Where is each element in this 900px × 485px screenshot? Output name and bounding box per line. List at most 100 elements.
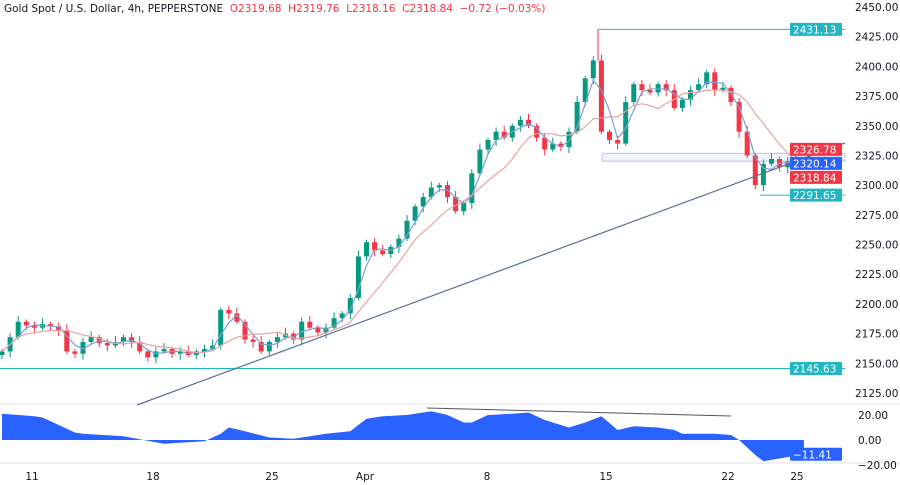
candle (752, 153, 758, 190)
candle-body (477, 149, 483, 174)
candle-body (0, 351, 5, 355)
candle-body (274, 337, 280, 342)
candle-body (769, 159, 774, 164)
candle (355, 250, 361, 301)
price-axis-tick: 2275.00 (855, 210, 898, 222)
candle (517, 115, 523, 132)
candle (145, 349, 151, 362)
candle-body (258, 341, 264, 352)
candle (380, 244, 386, 257)
candle (728, 85, 734, 107)
candle-body (639, 84, 645, 91)
symbol-name[interactable]: Gold Spot / U.S. Dollar, 4h, PEPPERSTONE (4, 3, 224, 15)
candle-body (48, 324, 54, 327)
candle (31, 321, 37, 334)
candle (469, 169, 475, 209)
candle-body (355, 256, 361, 298)
candle (250, 335, 256, 348)
candle-body (566, 131, 572, 148)
candle-body (372, 242, 378, 251)
candle-body (436, 185, 442, 188)
time-axis-tick: 18 (146, 471, 159, 483)
candle-body (404, 220, 410, 239)
high-value: H2319.76 (288, 3, 340, 15)
time-axis-tick: Apr (356, 471, 375, 483)
time-axis-tick: 25 (265, 471, 278, 483)
candle (40, 318, 45, 331)
candle-body (307, 321, 313, 328)
candle-body (469, 173, 475, 203)
candle (453, 191, 459, 214)
candle (663, 80, 669, 97)
candle (445, 180, 450, 203)
candle (323, 323, 329, 339)
candle-body (428, 187, 434, 198)
candle-body (574, 102, 580, 132)
price-axis-tick: 2225.00 (855, 269, 898, 281)
candle-body (234, 313, 240, 322)
candle-body (226, 309, 232, 314)
candle (485, 137, 491, 154)
candle (226, 305, 232, 320)
candle-body (485, 140, 491, 150)
candle (550, 137, 556, 152)
candle (210, 339, 216, 352)
candle-body (121, 337, 126, 342)
candle-body (688, 90, 693, 100)
candle (493, 127, 499, 146)
candle (736, 97, 742, 138)
price-tag: 2145.63 (790, 362, 842, 376)
candle (607, 129, 612, 145)
price-tag-label: 2431.13 (793, 24, 836, 36)
price-tag-label: 2326.78 (793, 144, 836, 156)
candle-body (137, 341, 143, 352)
candle-body (80, 341, 86, 354)
candle (15, 315, 21, 340)
price-tag: 2431.13 (790, 22, 842, 36)
price-axis-tick: 2250.00 (855, 240, 898, 252)
price-axis-tick: 2350.00 (855, 121, 898, 133)
price-tag-bg (790, 22, 842, 36)
candle (266, 339, 272, 356)
candle (631, 81, 637, 107)
candle (420, 192, 426, 213)
candle (769, 153, 774, 167)
candle-body (420, 197, 426, 207)
candle-body (631, 84, 637, 103)
candle (404, 214, 410, 241)
candle-body (501, 131, 507, 138)
candle (218, 307, 224, 350)
candle-body (598, 60, 604, 132)
candle-body (526, 119, 531, 126)
candle (331, 312, 337, 331)
candle-body (323, 327, 329, 333)
candle-body (704, 72, 710, 85)
candle (388, 244, 394, 259)
oscillator-axis-tick: 0.00 (858, 435, 881, 447)
candle-body (15, 321, 21, 338)
oscillator-axis-tick: −20.00 (858, 460, 897, 472)
candle-body (493, 131, 499, 141)
price-tag: 2320.14 (790, 156, 842, 170)
candle-body (453, 197, 459, 212)
price-tag: 2326.78 (790, 142, 842, 156)
candle-body (177, 351, 183, 354)
candle-body (23, 321, 29, 326)
candle (477, 143, 483, 176)
price-axis-tick: 2175.00 (855, 329, 898, 341)
price-tag-label: 2145.63 (793, 364, 836, 376)
candle-body (396, 238, 402, 247)
price-tag-label: 2318.84 (793, 172, 837, 184)
candle-body (720, 87, 726, 91)
candle (501, 125, 507, 141)
candle-body (56, 326, 62, 331)
candle-body (202, 349, 207, 352)
candle-body (315, 327, 321, 333)
candle-body (736, 102, 742, 132)
candle-body (760, 163, 766, 186)
price-tag-bg (790, 156, 842, 170)
candle-body (696, 84, 702, 91)
close-value: C2318.84 (402, 3, 453, 15)
candle (582, 75, 588, 107)
